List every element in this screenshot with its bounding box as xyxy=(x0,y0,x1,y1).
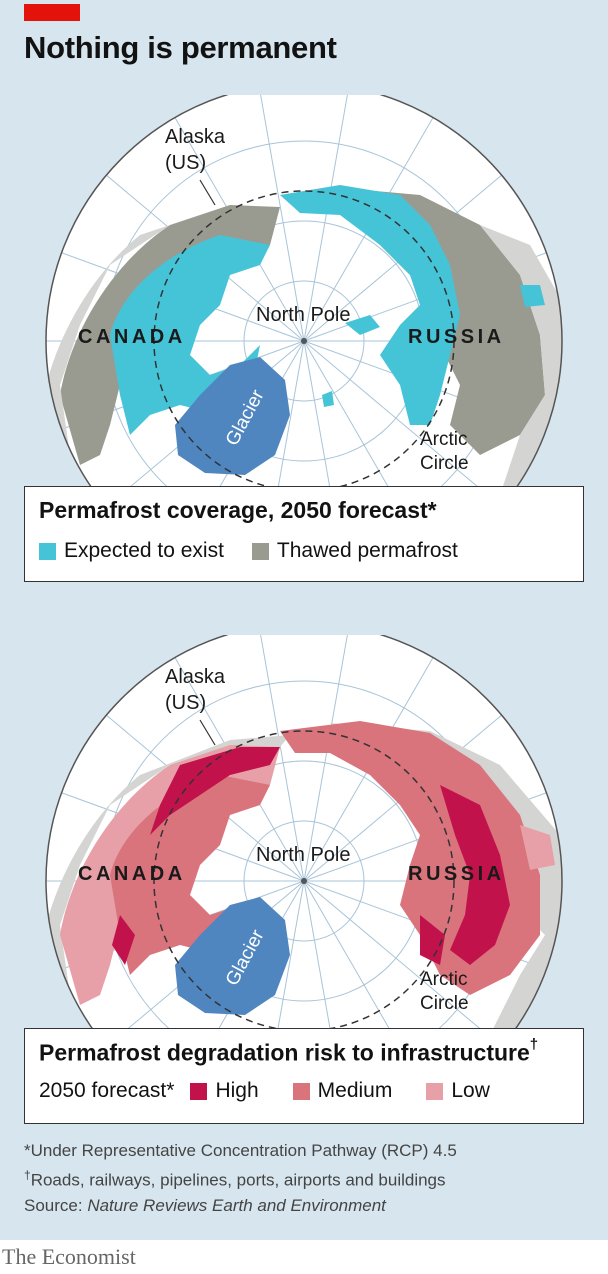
north-pole-label: North Pole xyxy=(256,304,351,326)
alaska-sub-label: (US) xyxy=(165,152,206,174)
legend-expected: Expected to exist xyxy=(39,539,224,563)
north-pole-marker xyxy=(301,878,307,884)
alaska-sub-label: (US) xyxy=(165,692,206,714)
risk-legend-row: 2050 forecast* High Medium Low xyxy=(39,1079,490,1103)
degradation-risk-map: Alaska (US) CANADA RUSSIA North Pole Gla… xyxy=(0,635,608,1035)
russia-label: RUSSIA xyxy=(408,863,505,885)
risk-legend: Permafrost degradation risk to infrastru… xyxy=(24,1028,584,1124)
footnotes: *Under Representative Concentration Path… xyxy=(24,1138,457,1218)
medium-swatch xyxy=(293,1083,310,1100)
russia-label: RUSSIA xyxy=(408,326,505,348)
coverage-legend-title: Permafrost coverage, 2050 forecast* xyxy=(39,497,437,524)
canada-label: CANADA xyxy=(78,326,186,348)
source-name: Nature Reviews Earth and Environment xyxy=(87,1196,386,1215)
alaska-label: Alaska xyxy=(165,126,226,148)
footnote-infrastructure-text: Roads, railways, pipelines, ports, airpo… xyxy=(31,1171,446,1190)
expected-label: Expected to exist xyxy=(64,539,224,563)
chart-frame: Nothing is permanent xyxy=(0,0,608,1240)
low-swatch xyxy=(426,1083,443,1100)
arctic-label: Arctic xyxy=(420,969,468,990)
arctic-label: Arctic xyxy=(420,429,468,450)
circle-label: Circle xyxy=(420,993,469,1014)
thawed-swatch xyxy=(252,543,269,560)
north-pole-label: North Pole xyxy=(256,844,351,866)
economist-red-bar xyxy=(24,4,80,21)
thawed-label: Thawed permafrost xyxy=(277,539,458,563)
dagger-mark: † xyxy=(24,1168,31,1182)
high-swatch xyxy=(190,1083,207,1100)
economist-brand: The Economist xyxy=(2,1244,136,1270)
legend-high: High xyxy=(190,1079,258,1103)
low-label: Low xyxy=(451,1079,490,1103)
coverage-legend-row: Expected to exist Thawed permafrost xyxy=(39,539,458,563)
risk-legend-title-text: Permafrost degradation risk to infrastru… xyxy=(39,1040,530,1066)
legend-low: Low xyxy=(426,1079,490,1103)
alaska-label: Alaska xyxy=(165,666,226,688)
north-pole-marker xyxy=(301,338,307,344)
source-line: Source: Nature Reviews Earth and Environ… xyxy=(24,1193,457,1218)
dagger-mark: † xyxy=(530,1036,538,1053)
risk-legend-subtitle: 2050 forecast* xyxy=(39,1079,174,1103)
page-title: Nothing is permanent xyxy=(24,30,337,66)
legend-medium: Medium xyxy=(293,1079,393,1103)
medium-label: Medium xyxy=(318,1079,393,1103)
expected-swatch xyxy=(39,543,56,560)
circle-label: Circle xyxy=(420,453,469,474)
high-label: High xyxy=(215,1079,258,1103)
coverage-legend: Permafrost coverage, 2050 forecast* Expe… xyxy=(24,486,584,582)
footnote-rcp: *Under Representative Concentration Path… xyxy=(24,1138,457,1163)
risk-legend-title: Permafrost degradation risk to infrastru… xyxy=(39,1039,538,1067)
permafrost-coverage-map: Alaska (US) CANADA RUSSIA North Pole Gla… xyxy=(0,95,608,495)
canada-label: CANADA xyxy=(78,863,186,885)
source-label: Source: xyxy=(24,1196,87,1215)
legend-thawed: Thawed permafrost xyxy=(252,539,458,563)
footnote-infrastructure: †Roads, railways, pipelines, ports, airp… xyxy=(24,1163,457,1193)
